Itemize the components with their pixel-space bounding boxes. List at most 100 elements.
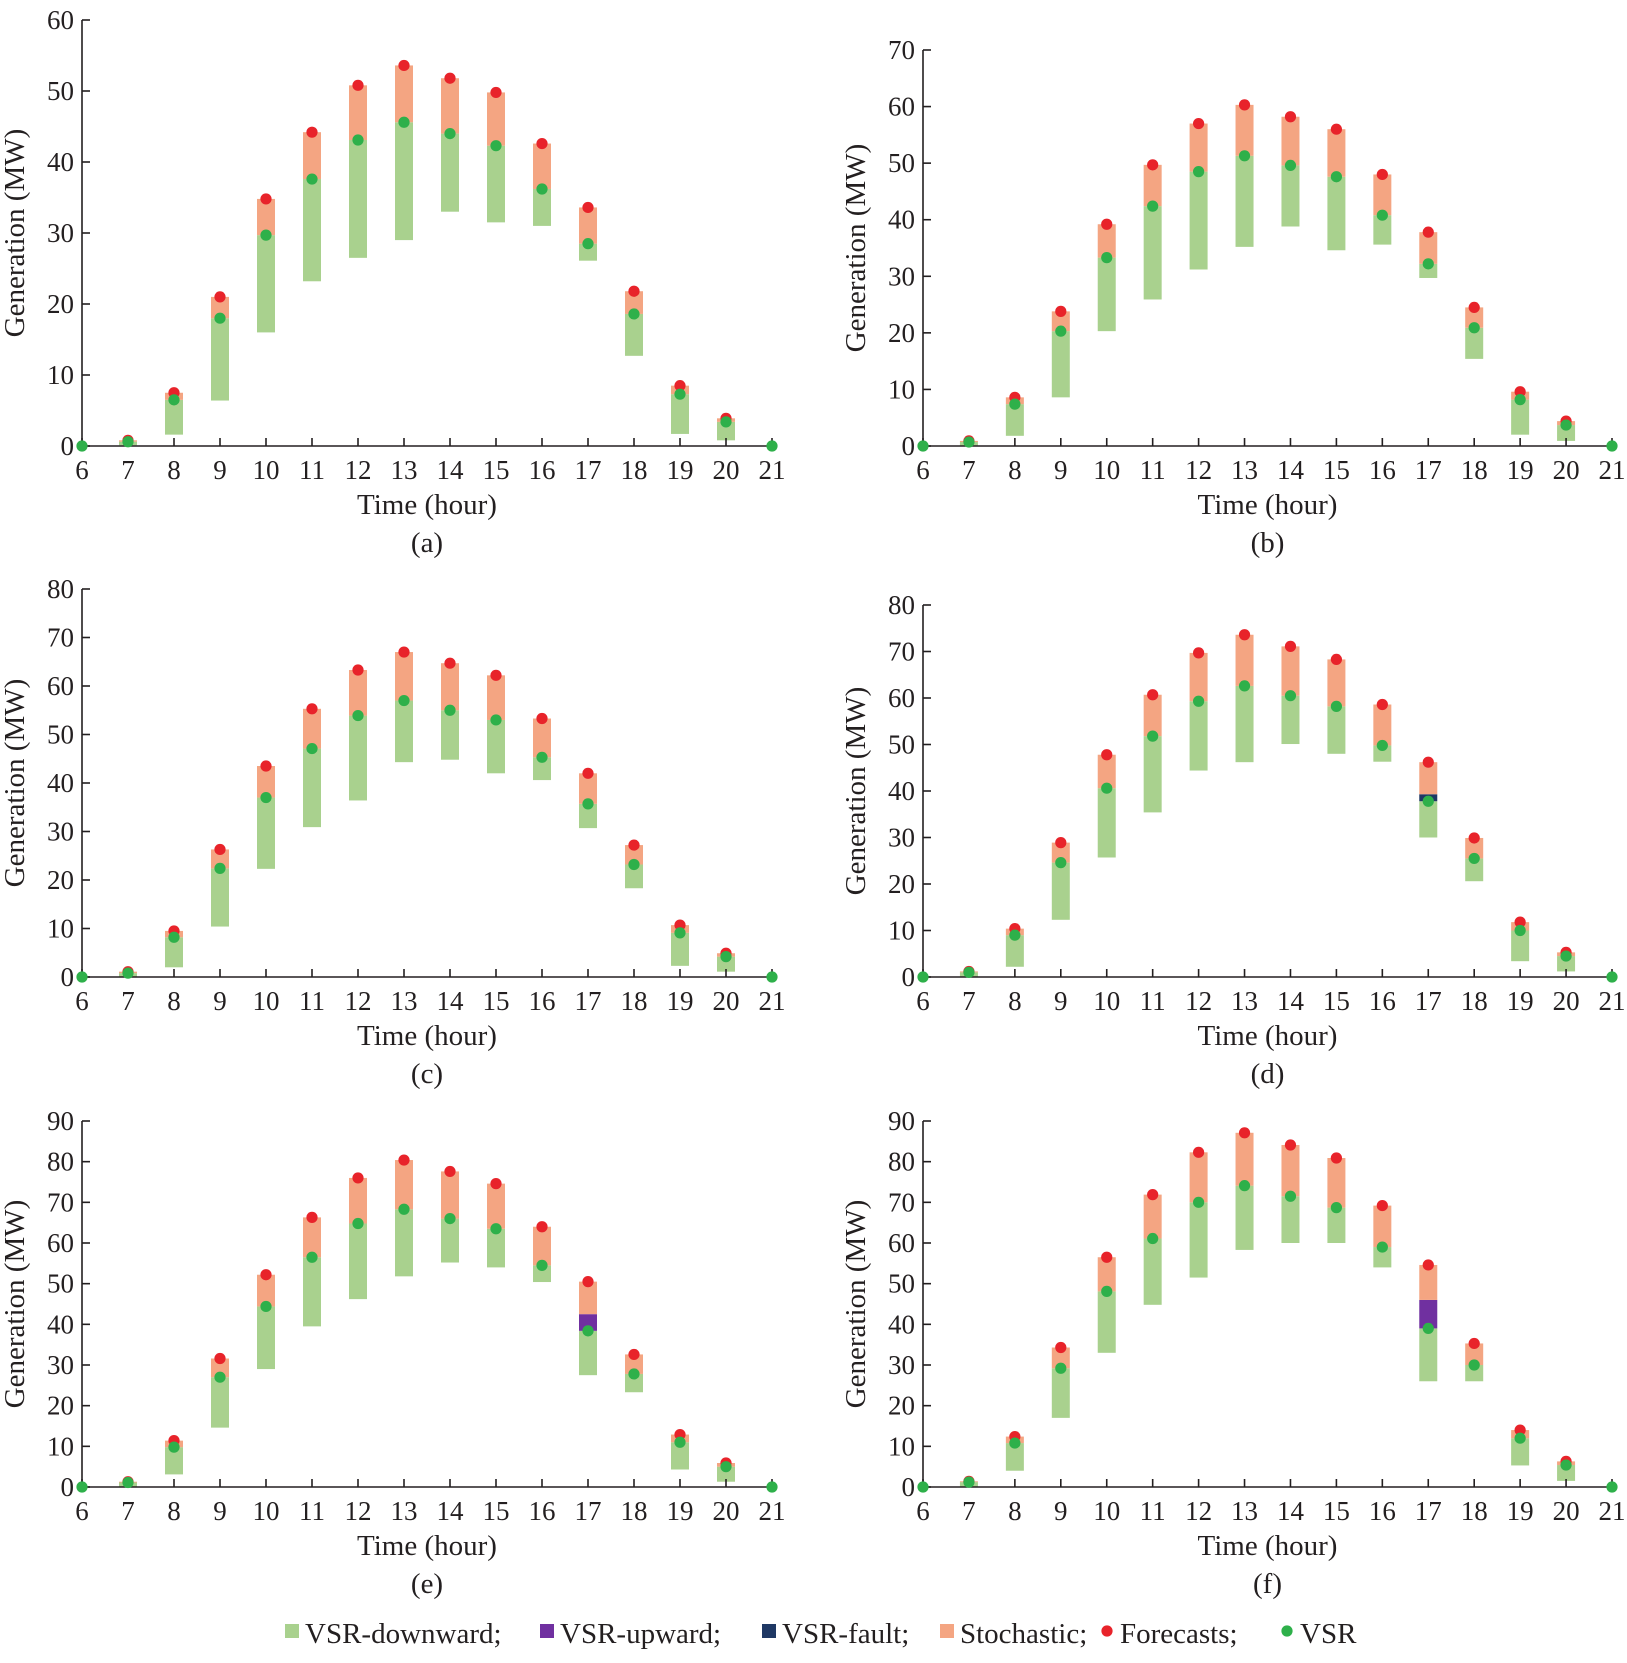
- vsr-point: [674, 1436, 686, 1448]
- forecast-point: [1101, 1251, 1113, 1263]
- forecast-point: [490, 1178, 502, 1190]
- forecast-point: [306, 703, 318, 715]
- y-tick-label: 30: [47, 817, 74, 847]
- bar-vsr-downward: [717, 1466, 735, 1482]
- forecast-point: [398, 1154, 410, 1166]
- y-tick-label: 0: [61, 962, 75, 992]
- x-tick-label: 18: [621, 1496, 648, 1526]
- y-tick-label: 70: [888, 35, 915, 65]
- y-tick-label: 60: [888, 683, 915, 713]
- bar-vsr-downward: [1511, 399, 1530, 435]
- vsr-point: [1422, 258, 1434, 270]
- x-tick-label: 21: [1599, 455, 1626, 485]
- legend-swatch: [285, 1624, 299, 1638]
- bar-stochastic: [487, 1183, 505, 1229]
- y-tick-label: 60: [888, 92, 915, 122]
- vsr-point: [1606, 971, 1618, 983]
- bar-vsr-downward: [1143, 206, 1162, 300]
- bar-vsr-upward: [1419, 1299, 1438, 1329]
- x-tick-label: 13: [1231, 986, 1258, 1016]
- y-tick-label: 10: [47, 360, 74, 390]
- vsr-point: [398, 116, 410, 128]
- x-tick-label: 8: [167, 455, 181, 485]
- vsr-point: [352, 1217, 364, 1230]
- bar-vsr-downward: [1557, 425, 1576, 441]
- bar-vsr-downward: [1419, 801, 1438, 838]
- bar-vsr-downward: [1511, 1438, 1530, 1466]
- forecast-point: [536, 712, 548, 725]
- forecast-point: [214, 843, 226, 856]
- vsr-point: [1193, 166, 1205, 178]
- bars: [959, 1132, 1576, 1487]
- y-tick-label: 40: [47, 147, 74, 177]
- legend-label: VSR-fault;: [782, 1618, 909, 1650]
- x-tick-label: 16: [529, 1496, 556, 1526]
- forecast-point: [1376, 168, 1388, 181]
- x-tick-label: 8: [1008, 1496, 1022, 1526]
- x-tick-label: 20: [1553, 455, 1580, 485]
- bar-stochastic: [1465, 1343, 1484, 1365]
- vsr-point: [1009, 929, 1021, 941]
- bar-stochastic: [1097, 224, 1116, 258]
- x-axis-title: Time (hour): [357, 489, 497, 521]
- x-tick-label: 18: [621, 455, 648, 485]
- y-tick-label: 70: [47, 623, 74, 653]
- y-tick-label: 40: [888, 1309, 915, 1339]
- bar-stochastic: [303, 1217, 321, 1258]
- legend-label: VSR-downward;: [305, 1618, 502, 1650]
- vsr-point: [214, 862, 226, 874]
- forecast-point: [1055, 1341, 1067, 1354]
- y-tick-label: 80: [888, 590, 915, 620]
- x-tick-label: 16: [529, 986, 556, 1016]
- vsr-point: [1055, 857, 1067, 869]
- x-tick-label: 8: [167, 1496, 181, 1526]
- bar-stochastic: [257, 766, 275, 798]
- x-tick-label: 13: [391, 455, 418, 485]
- vsr-point: [1238, 150, 1251, 162]
- bar-vsr-downward: [165, 399, 183, 435]
- bar-stochastic: [1051, 842, 1070, 863]
- bar-vsr-downward: [303, 179, 321, 282]
- forecast-point: [582, 201, 594, 214]
- x-tick-label: 10: [253, 986, 280, 1016]
- bar-vsr-downward: [1373, 215, 1392, 245]
- vsr-point: [1606, 1481, 1618, 1493]
- forecast-point: [582, 767, 594, 779]
- vsr-point: [1147, 1232, 1159, 1245]
- forecast-point: [306, 1211, 318, 1223]
- vsr-point: [398, 1203, 410, 1215]
- x-tick-label: 11: [1140, 986, 1166, 1016]
- bar-vsr-downward: [579, 803, 597, 829]
- bar-stochastic: [1327, 129, 1346, 177]
- x-tick-label: 12: [1185, 1496, 1212, 1526]
- legend-dot: [1101, 1625, 1113, 1637]
- x-tick-label: 21: [759, 1496, 786, 1526]
- vsr-point: [352, 134, 364, 146]
- forecast-point: [1468, 301, 1480, 313]
- bar-vsr-downward: [1465, 858, 1484, 882]
- panel-label: (f): [1253, 1568, 1282, 1600]
- vsr-point: [1330, 700, 1342, 712]
- y-tick-label: 50: [888, 148, 915, 178]
- vsr-point: [1330, 171, 1342, 183]
- y-tick-label: 0: [61, 431, 75, 461]
- x-tick-label: 10: [253, 455, 280, 485]
- x-tick-label: 6: [75, 1496, 89, 1526]
- x-tick-label: 10: [253, 1496, 280, 1526]
- bar-vsr-downward: [303, 1257, 321, 1327]
- legend-item-vsr-fault: VSR-fault;: [762, 1618, 909, 1650]
- forecast-point: [536, 137, 548, 150]
- forecast-point: [1284, 111, 1297, 123]
- y-tick-label: 30: [888, 261, 915, 291]
- vsr-point: [306, 1251, 318, 1263]
- y-tick-label: 20: [888, 318, 915, 348]
- x-tick-label: 6: [916, 1496, 930, 1526]
- x-tick-label: 16: [529, 455, 556, 485]
- y-tick-label: 70: [888, 1187, 915, 1217]
- x-tick-label: 13: [391, 986, 418, 1016]
- x-tick-label: 10: [1093, 455, 1120, 485]
- bar-vsr-downward: [533, 757, 551, 781]
- x-tick-label: 12: [1185, 455, 1212, 485]
- vsr-point: [1606, 440, 1618, 452]
